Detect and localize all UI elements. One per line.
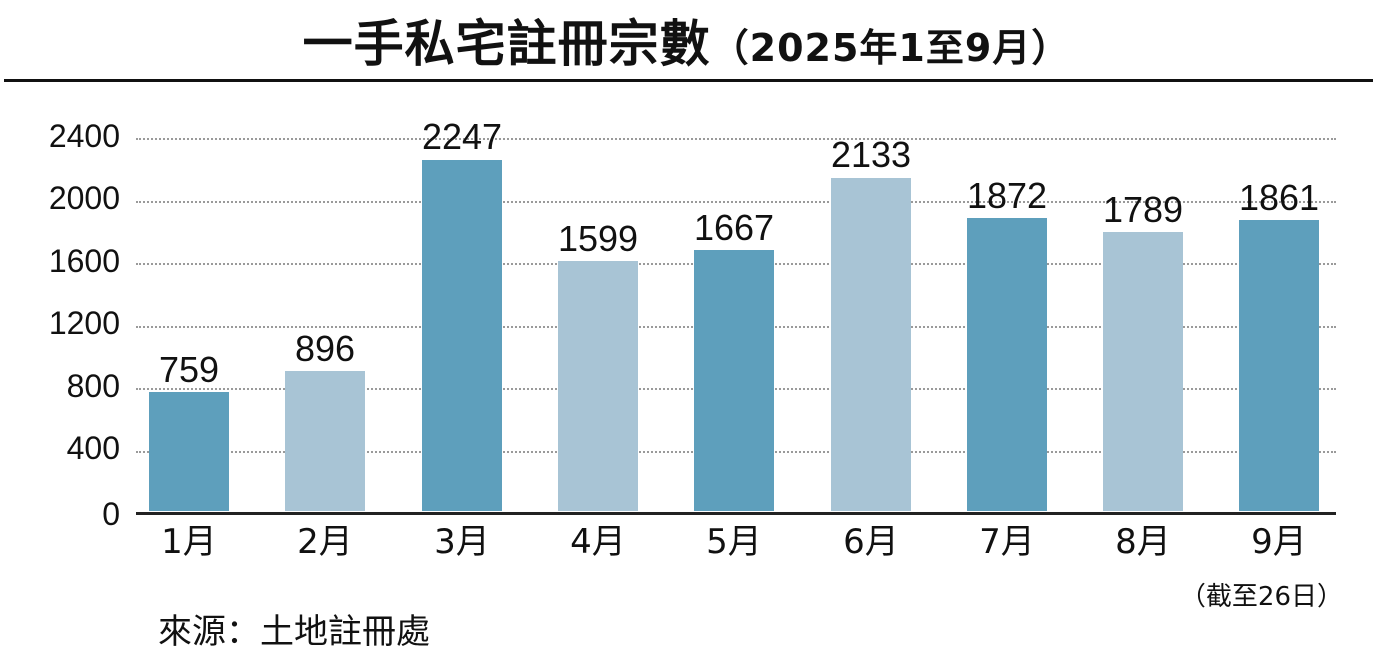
y-tick-1200: 1200 (48, 305, 120, 341)
y-tick-800: 800 (66, 368, 120, 404)
title-divider (4, 79, 1373, 82)
y-tick-2400: 2400 (48, 118, 120, 154)
bar-may (694, 250, 774, 511)
bar-mar (422, 160, 502, 511)
bar-sep (1239, 220, 1319, 511)
value-label-jun: 2133 (830, 134, 912, 175)
bar-jan (149, 392, 229, 511)
value-label-aug: 1789 (1102, 189, 1184, 230)
x-label-jun: 6月 (843, 522, 899, 562)
gridline-2000 (136, 201, 1336, 203)
bar-feb (285, 371, 365, 511)
value-label-sep: 1861 (1238, 177, 1320, 218)
chart-title-main: 一手私宅註冊宗數 (302, 15, 711, 73)
chart-title: 一手私宅註冊宗數（2025年1至9月） (0, 4, 1373, 76)
x-label-jan: 1月 (161, 522, 217, 562)
chart-title-subtitle: （2025年1至9月） (710, 26, 1071, 70)
value-label-mar: 2247 (421, 116, 503, 157)
value-label-apr: 1599 (557, 218, 639, 259)
x-label-apr: 4月 (570, 522, 626, 562)
bar-aug (1103, 232, 1183, 511)
september-footnote: （截至26日） (1179, 582, 1343, 612)
y-tick-2000: 2000 (48, 180, 120, 216)
bar-apr (558, 261, 638, 511)
x-label-mar: 3月 (434, 522, 490, 562)
x-label-sep: 9月 (1251, 522, 1307, 562)
y-tick-0: 0 (102, 496, 120, 532)
source-credit: 來源：土地註冊處 (158, 612, 430, 652)
bar-jul (967, 218, 1047, 511)
y-tick-1600: 1600 (48, 243, 120, 279)
x-axis-line (136, 512, 1336, 515)
x-label-aug: 8月 (1115, 522, 1171, 562)
x-label-jul: 7月 (979, 522, 1035, 562)
x-label-may: 5月 (706, 522, 762, 562)
y-tick-400: 400 (66, 430, 120, 466)
gridline-2400 (136, 138, 1336, 140)
bar-jun (831, 178, 911, 511)
value-label-jan: 759 (158, 349, 220, 390)
value-label-may: 1667 (693, 207, 775, 248)
x-label-feb: 2月 (297, 522, 353, 562)
value-label-feb: 896 (294, 328, 356, 369)
value-label-jul: 1872 (966, 175, 1048, 216)
